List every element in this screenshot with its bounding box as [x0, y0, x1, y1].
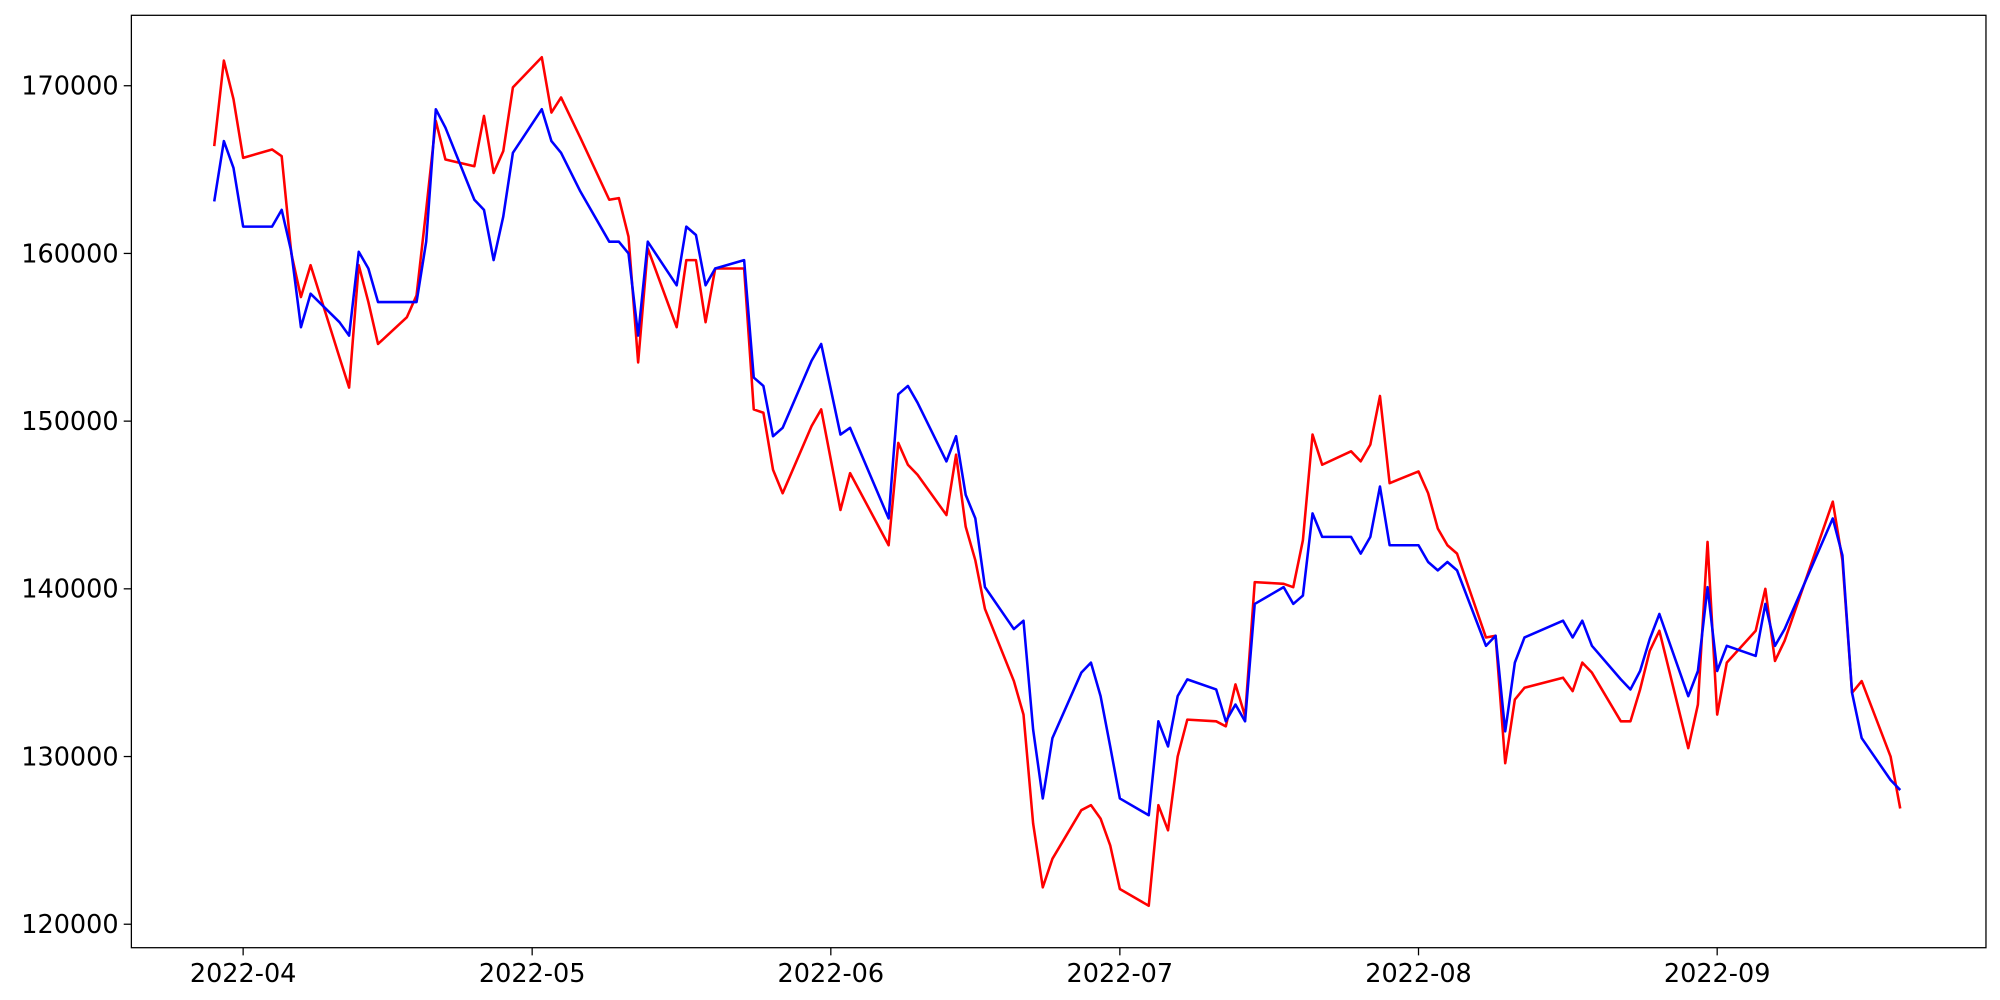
- y-tick-label: 120000: [21, 910, 118, 940]
- y-tick-label: 150000: [21, 407, 118, 437]
- x-tick-label: 2022-04: [190, 959, 297, 989]
- y-tick-label: 160000: [21, 239, 118, 269]
- y-tick-label: 170000: [21, 72, 118, 102]
- y-tick-label: 140000: [21, 575, 118, 605]
- y-tick-label: 130000: [21, 742, 118, 772]
- x-tick-label: 2022-08: [1365, 959, 1472, 989]
- x-tick-label: 2022-09: [1664, 959, 1771, 989]
- x-tick-label: 2022-07: [1067, 959, 1174, 989]
- line-series: [212, 55, 1902, 908]
- x-tick-label: 2022-06: [778, 959, 885, 989]
- plot-frame: [130, 14, 1987, 949]
- line-series: [212, 107, 1902, 817]
- x-tick-label: 2022-05: [479, 959, 586, 989]
